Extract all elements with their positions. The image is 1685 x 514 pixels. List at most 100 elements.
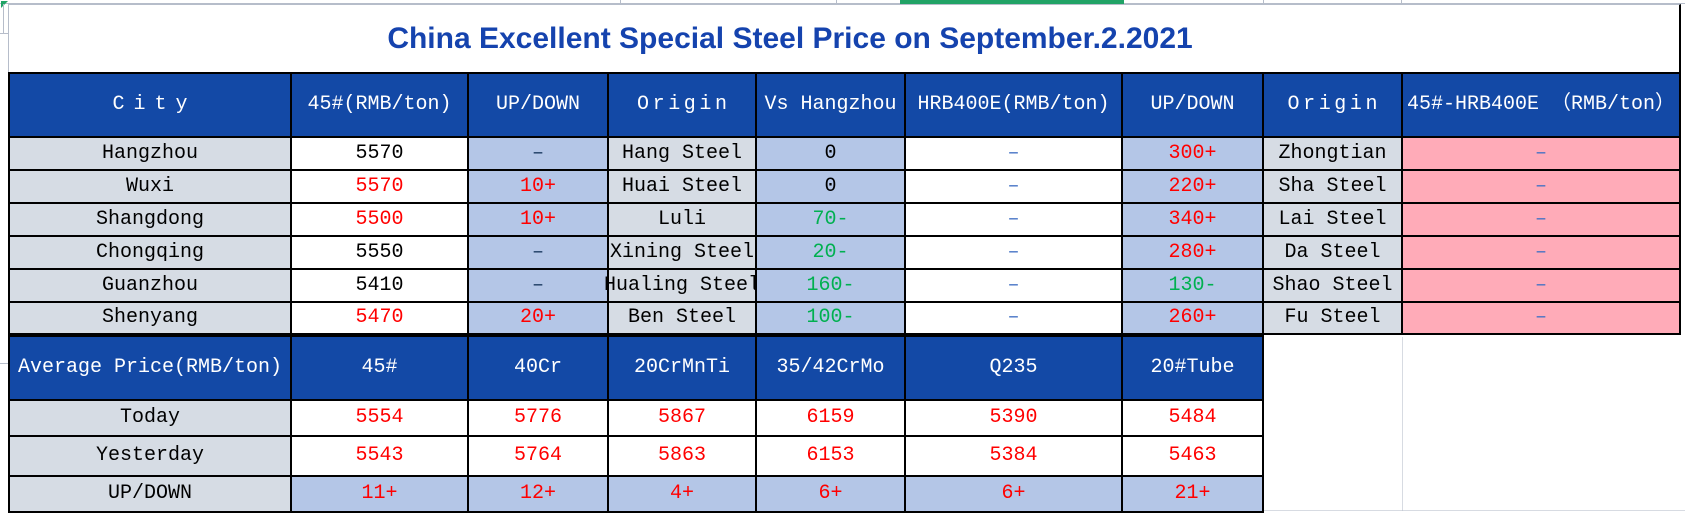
diff-cell[interactable]: –	[1403, 237, 1679, 268]
avg-value-cell[interactable]: 5390	[906, 401, 1121, 435]
origin2-cell[interactable]: Shao Steel	[1264, 270, 1401, 301]
updown2-cell[interactable]: 220+	[1123, 171, 1262, 202]
vs-hangzhou-cell[interactable]: 0	[757, 138, 904, 169]
origin-cell[interactable]: Hang Steel	[609, 138, 755, 169]
origin-cell[interactable]: Xining Steel	[609, 237, 755, 268]
green-triangle-marker	[1, 1, 8, 8]
price-45-cell[interactable]: 5550	[292, 237, 467, 268]
header-vs-hangzhou[interactable]: Vs Hangzhou	[757, 74, 904, 136]
updown-cell[interactable]: –	[469, 237, 607, 268]
avg-header-3542crmo[interactable]: 35/42CrMo	[757, 337, 904, 399]
updown2-cell[interactable]: 130-	[1123, 270, 1262, 301]
avg-price-label[interactable]: Average Price(RMB/ton)	[10, 337, 290, 399]
avg-value-cell[interactable]: 5554	[292, 401, 467, 435]
city-cell[interactable]: Hangzhou	[10, 138, 290, 169]
avg-value-cell[interactable]: 6153	[757, 437, 904, 475]
avg-value-cell[interactable]: 5867	[609, 401, 755, 435]
avg-header-q235[interactable]: Q235	[906, 337, 1121, 399]
updown-cell[interactable]: 10+	[469, 171, 607, 202]
diff-cell[interactable]: –	[1403, 303, 1679, 333]
price-45-cell[interactable]: 5570	[292, 171, 467, 202]
origin-cell[interactable]: Luli	[609, 204, 755, 235]
steel-price-table: City 45#(RMB/ton) UP/DOWN Origin Vs Hang…	[8, 72, 1681, 335]
avg-row-label[interactable]: Today	[10, 401, 290, 435]
hrb400e-cell[interactable]: –	[906, 138, 1121, 169]
sheet-title-cell[interactable]: China Excellent Special Steel Price on S…	[8, 4, 1681, 72]
hrb400e-cell[interactable]: –	[906, 270, 1121, 301]
avg-header-40cr[interactable]: 40Cr	[469, 337, 607, 399]
avg-value-cell[interactable]: 5484	[1123, 401, 1262, 435]
city-cell[interactable]: Shenyang	[10, 303, 290, 333]
updown2-cell[interactable]: 260+	[1123, 303, 1262, 333]
price-45-cell[interactable]: 5410	[292, 270, 467, 301]
header-hrb400e[interactable]: HRB400E(RMB/ton)	[906, 74, 1121, 136]
hrb400e-cell[interactable]: –	[906, 303, 1121, 333]
header-city[interactable]: City	[10, 74, 290, 136]
updown2-cell[interactable]: 340+	[1123, 204, 1262, 235]
header-45-minus-hrb400e[interactable]: 45#-HRB400E （RMB/ton）	[1403, 74, 1679, 136]
avg-header-20crmnti[interactable]: 20CrMnTi	[609, 337, 755, 399]
gridline	[1402, 337, 1403, 511]
price-45-cell[interactable]: 5470	[292, 303, 467, 333]
gridline	[620, 0, 621, 4]
origin2-cell[interactable]: Lai Steel	[1264, 204, 1401, 235]
vs-hangzhou-cell[interactable]: 100-	[757, 303, 904, 333]
updown2-cell[interactable]: 280+	[1123, 237, 1262, 268]
hrb400e-cell[interactable]: –	[906, 204, 1121, 235]
city-cell[interactable]: Shangdong	[10, 204, 290, 235]
vs-hangzhou-cell[interactable]: 20-	[757, 237, 904, 268]
vs-hangzhou-cell[interactable]: 70-	[757, 204, 904, 235]
avg-value-cell[interactable]: 5764	[469, 437, 607, 475]
avg-value-cell[interactable]: 5863	[609, 437, 755, 475]
avg-value-cell[interactable]: 21+	[1123, 477, 1262, 511]
avg-value-cell[interactable]: 5463	[1123, 437, 1262, 475]
city-cell[interactable]: Wuxi	[10, 171, 290, 202]
avg-value-cell[interactable]: 5776	[469, 401, 607, 435]
avg-header-45[interactable]: 45#	[292, 337, 467, 399]
header-updown-1[interactable]: UP/DOWN	[469, 74, 607, 136]
gridline	[0, 33, 8, 34]
updown2-cell[interactable]: 300+	[1123, 138, 1262, 169]
origin2-cell[interactable]: Sha Steel	[1264, 171, 1401, 202]
avg-value-cell[interactable]: 6+	[906, 477, 1121, 511]
avg-row-label[interactable]: Yesterday	[10, 437, 290, 475]
origin-cell[interactable]: Ben Steel	[609, 303, 755, 333]
origin2-cell[interactable]: Zhongtian	[1264, 138, 1401, 169]
average-price-table: Average Price(RMB/ton) 45# 40Cr 20CrMnTi…	[8, 335, 1264, 513]
diff-cell[interactable]: –	[1403, 204, 1679, 235]
gridline	[0, 363, 8, 364]
avg-row-label[interactable]: UP/DOWN	[10, 477, 290, 511]
avg-value-cell[interactable]: 5543	[292, 437, 467, 475]
avg-header-20tube[interactable]: 20#Tube	[1123, 337, 1262, 399]
updown-cell[interactable]: 20+	[469, 303, 607, 333]
vs-hangzhou-cell[interactable]: 160-	[757, 270, 904, 301]
vs-hangzhou-cell[interactable]: 0	[757, 171, 904, 202]
origin-cell[interactable]: Huai Steel	[609, 171, 755, 202]
city-cell[interactable]: Guanzhou	[10, 270, 290, 301]
avg-value-cell[interactable]: 11+	[292, 477, 467, 511]
hrb400e-cell[interactable]: –	[906, 237, 1121, 268]
origin2-cell[interactable]: Da Steel	[1264, 237, 1401, 268]
diff-cell[interactable]: –	[1403, 138, 1679, 169]
price-45-cell[interactable]: 5500	[292, 204, 467, 235]
header-origin-1[interactable]: Origin	[609, 74, 755, 136]
origin2-cell[interactable]: Fu Steel	[1264, 303, 1401, 333]
avg-value-cell[interactable]: 12+	[469, 477, 607, 511]
page-title: China Excellent Special Steel Price on S…	[387, 21, 1193, 55]
hrb400e-cell[interactable]: –	[906, 171, 1121, 202]
diff-cell[interactable]: –	[1403, 270, 1679, 301]
avg-value-cell[interactable]: 4+	[609, 477, 755, 511]
origin-cell[interactable]: Hualing Steel	[604, 270, 760, 301]
price-45-cell[interactable]: 5570	[292, 138, 467, 169]
header-updown-2[interactable]: UP/DOWN	[1123, 74, 1262, 136]
avg-value-cell[interactable]: 6+	[757, 477, 904, 511]
diff-cell[interactable]: –	[1403, 171, 1679, 202]
avg-value-cell[interactable]: 6159	[757, 401, 904, 435]
avg-value-cell[interactable]: 5384	[906, 437, 1121, 475]
city-cell[interactable]: Chongqing	[10, 237, 290, 268]
header-origin-2[interactable]: Origin	[1264, 74, 1401, 136]
updown-cell[interactable]: 10+	[469, 204, 607, 235]
updown-cell[interactable]: –	[469, 270, 607, 301]
header-45-price[interactable]: 45#(RMB/ton)	[292, 74, 467, 136]
updown-cell[interactable]: –	[469, 138, 607, 169]
